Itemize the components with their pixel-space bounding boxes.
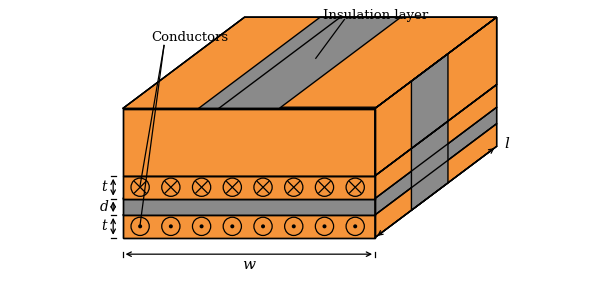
Circle shape: [231, 224, 234, 228]
Polygon shape: [123, 108, 375, 176]
Text: d: d: [100, 200, 109, 214]
Polygon shape: [199, 17, 396, 108]
Polygon shape: [375, 107, 497, 215]
Text: Insulation layer: Insulation layer: [323, 9, 428, 22]
Text: l: l: [504, 137, 509, 151]
Polygon shape: [375, 124, 497, 238]
Circle shape: [254, 217, 272, 235]
Circle shape: [285, 178, 303, 196]
Polygon shape: [219, 17, 401, 108]
Circle shape: [200, 224, 203, 228]
Circle shape: [323, 224, 326, 228]
Circle shape: [346, 178, 364, 196]
Polygon shape: [123, 176, 375, 199]
Circle shape: [315, 178, 334, 196]
Polygon shape: [375, 85, 497, 199]
Circle shape: [346, 217, 364, 235]
Circle shape: [131, 178, 149, 196]
Circle shape: [131, 217, 149, 235]
Circle shape: [285, 217, 303, 235]
Circle shape: [261, 224, 265, 228]
Circle shape: [223, 178, 241, 196]
Polygon shape: [411, 121, 448, 210]
Polygon shape: [123, 199, 375, 215]
Polygon shape: [375, 17, 497, 176]
Circle shape: [162, 178, 180, 196]
Text: Conductors: Conductors: [151, 31, 228, 44]
Text: w: w: [243, 258, 255, 272]
Polygon shape: [123, 124, 497, 215]
Polygon shape: [411, 54, 448, 149]
Text: t: t: [102, 219, 107, 233]
Circle shape: [193, 217, 211, 235]
Circle shape: [193, 178, 211, 196]
Circle shape: [138, 224, 142, 228]
Circle shape: [162, 217, 180, 235]
Polygon shape: [123, 215, 375, 238]
Text: t: t: [102, 180, 107, 194]
Circle shape: [169, 224, 173, 228]
Circle shape: [223, 217, 241, 235]
Polygon shape: [123, 17, 497, 108]
Circle shape: [353, 224, 357, 228]
Circle shape: [254, 178, 272, 196]
Circle shape: [315, 217, 334, 235]
Circle shape: [292, 224, 296, 228]
Polygon shape: [123, 107, 497, 199]
